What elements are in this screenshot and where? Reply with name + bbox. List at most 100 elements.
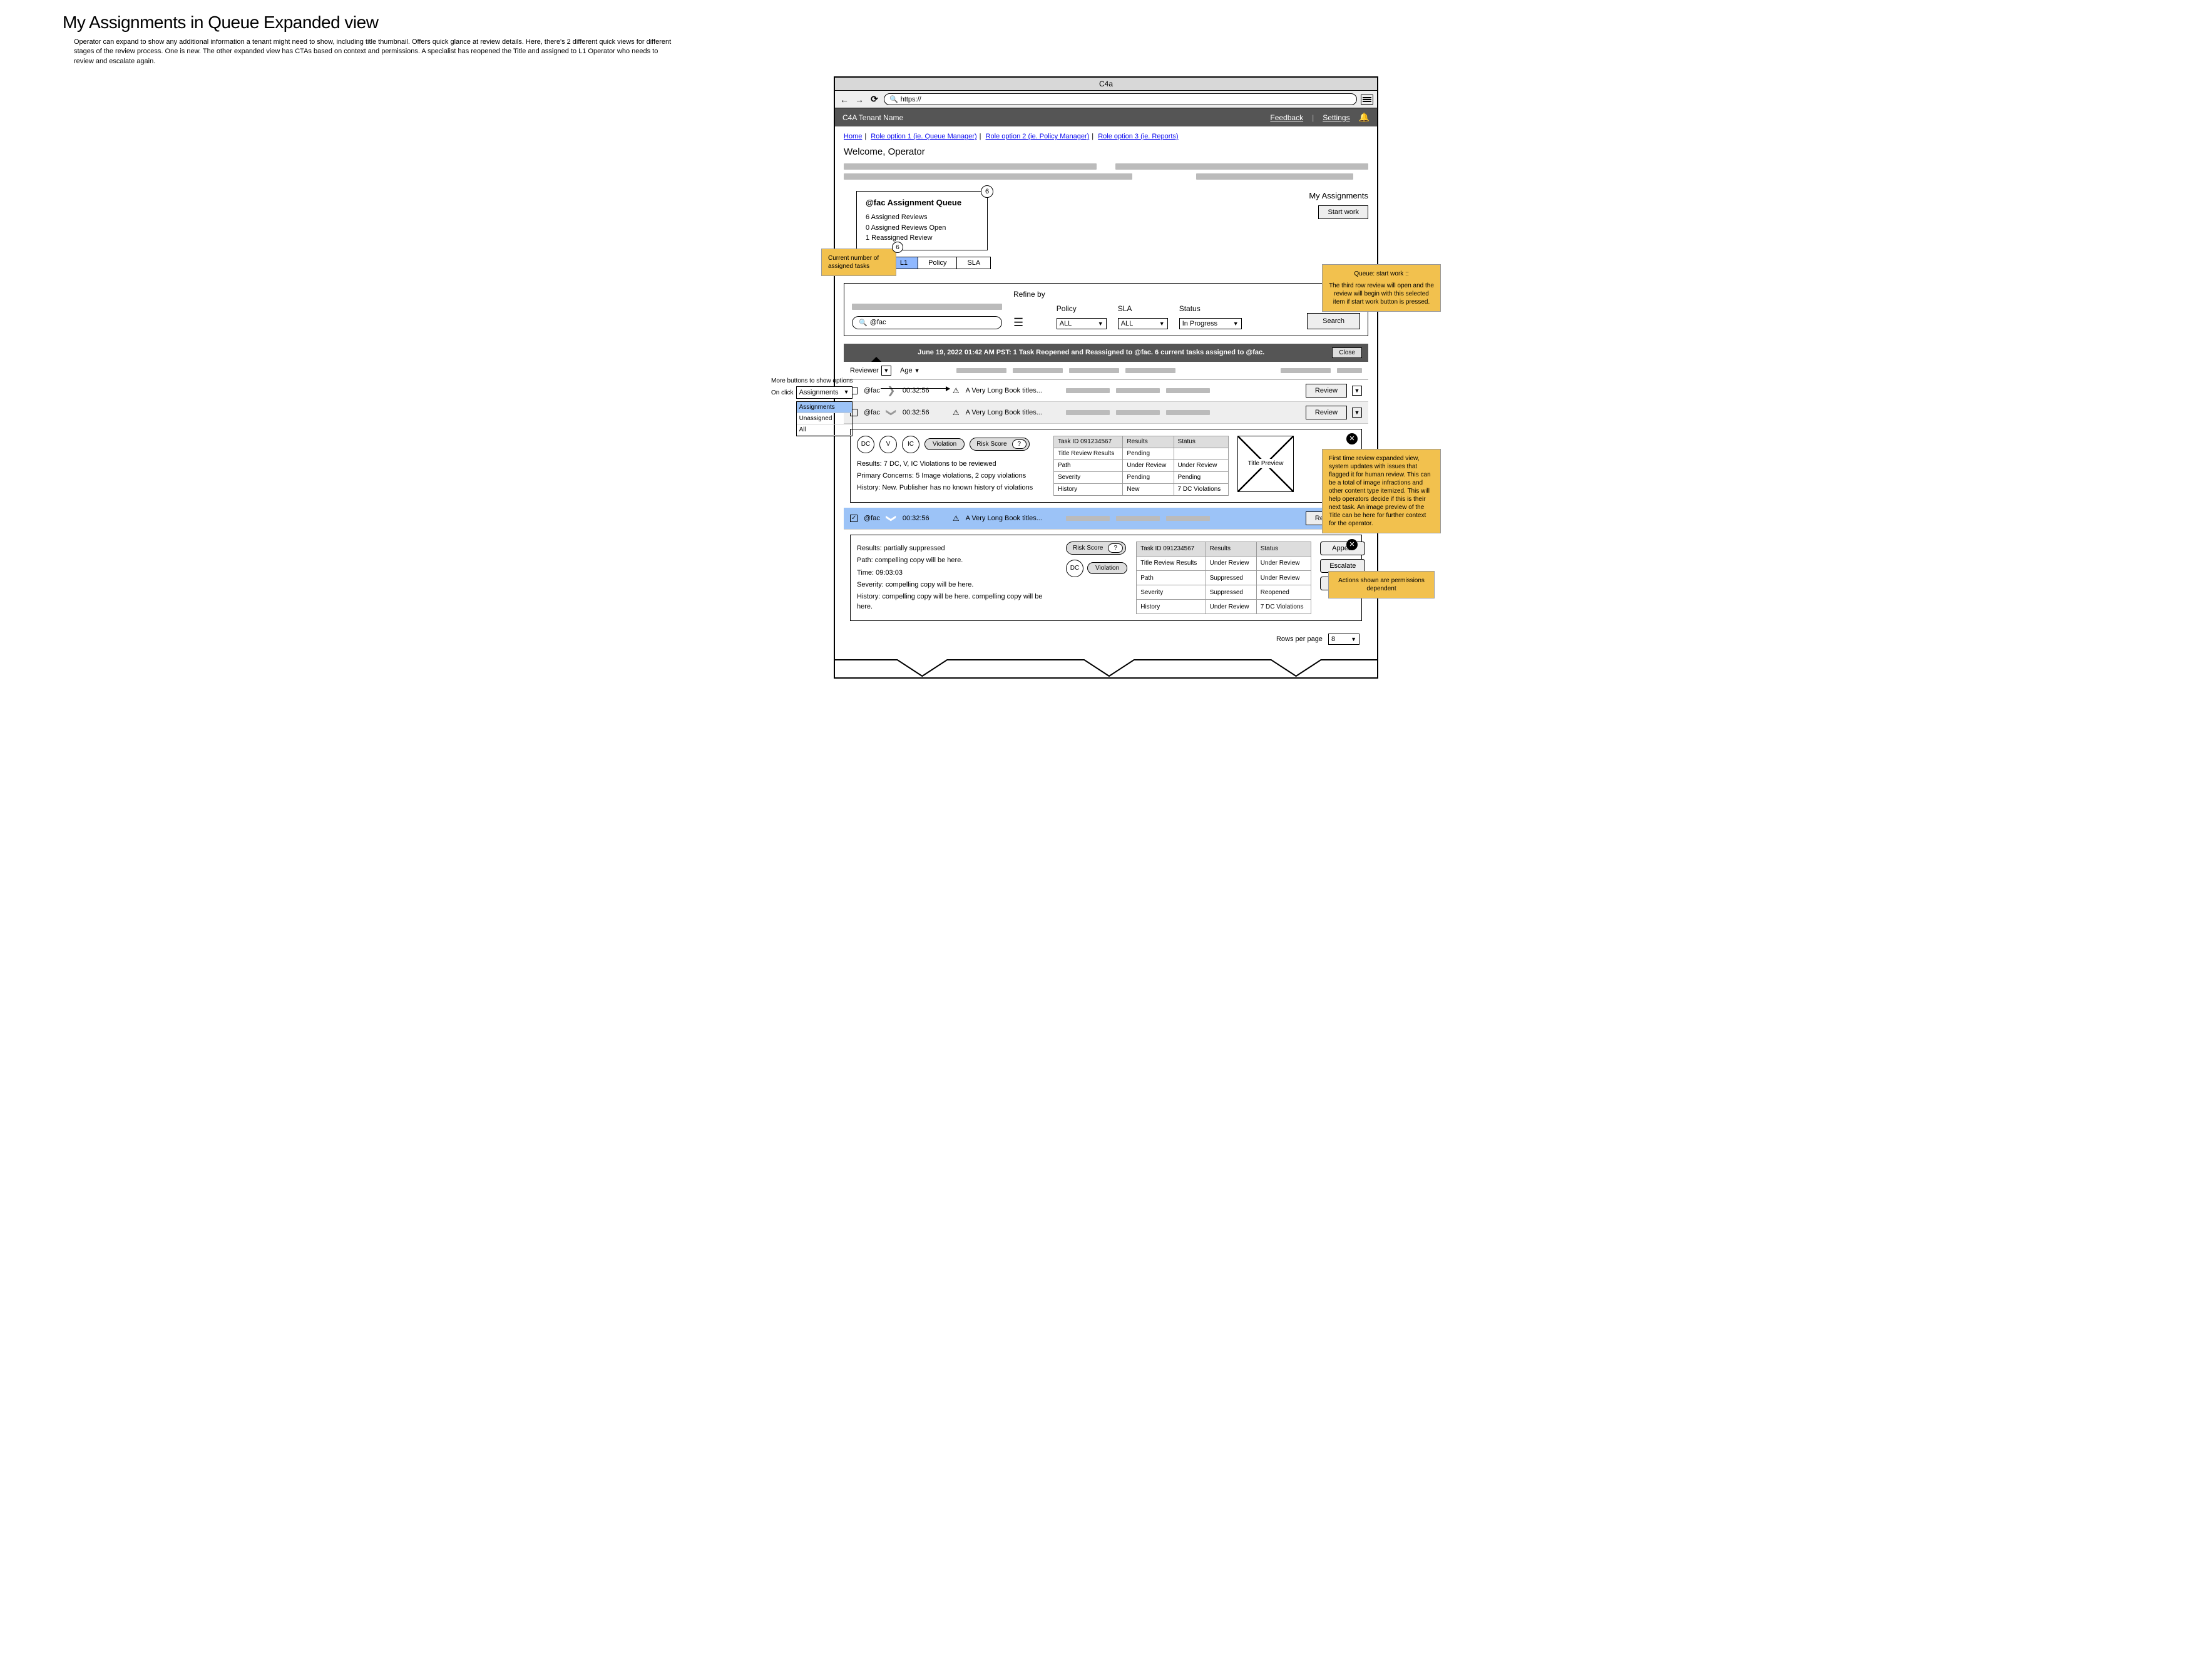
- title-cell: A Very Long Book titles...: [966, 515, 1060, 522]
- search-input[interactable]: 🔍 @fac: [852, 316, 1002, 329]
- title-preview: Title Preview: [1237, 436, 1294, 492]
- status-dropdown[interactable]: In Progress▼: [1179, 318, 1242, 329]
- expand-panel-2: ✕ Results: partially suppressed Path: co…: [850, 535, 1362, 621]
- severity-text: Severity: compelling copy will be here.: [857, 580, 1057, 590]
- queue-line2: 0 Assigned Reviews Open: [866, 223, 978, 234]
- refine-by-label: Refine by: [1013, 290, 1045, 299]
- breadcrumb-role1[interactable]: Role option 1 (ie. Queue Manager): [871, 133, 976, 140]
- arrow-line: [881, 388, 950, 389]
- rows-per-page-dropdown[interactable]: 8▼: [1328, 634, 1359, 645]
- url-text: https://: [901, 96, 921, 103]
- search-panel: 🔍 @fac Refine by ☰ Policy ALL▼ SLA ALL▼ …: [844, 283, 1368, 336]
- title-cell: A Very Long Book titles...: [966, 409, 1060, 416]
- start-work-button[interactable]: Start work: [1318, 205, 1368, 219]
- row-checkbox[interactable]: [850, 515, 858, 522]
- status-bar: June 19, 2022 01:42 AM PST: 1 Task Reope…: [844, 344, 1368, 362]
- risk-score-pill: Risk Score?: [970, 438, 1030, 451]
- history-text: History: New. Publisher has no known his…: [857, 483, 1045, 493]
- sla-label: SLA: [1118, 304, 1168, 313]
- review-button[interactable]: Review: [1306, 384, 1347, 398]
- tab-policy[interactable]: Policy: [918, 257, 957, 269]
- options-list[interactable]: Assignments Unassigned All: [796, 401, 853, 436]
- close-icon[interactable]: ✕: [1346, 433, 1358, 444]
- queue-card-title: @fac Assignment Queue: [866, 198, 978, 207]
- appeal-button[interactable]: Appeal: [1320, 542, 1365, 555]
- rows-per-page-label: Rows per page: [1276, 635, 1323, 643]
- close-icon[interactable]: ✕: [1346, 539, 1358, 550]
- column-headers: Reviewer ▼ Age ▼: [844, 362, 1368, 380]
- forward-button[interactable]: →: [854, 94, 865, 105]
- queue-line1: 6 Assigned Reviews: [866, 212, 978, 223]
- detail-table: Task ID 091234567ResultsStatus Title Rev…: [1053, 436, 1229, 496]
- status-text: June 19, 2022 01:42 AM PST: 1 Task Reope…: [850, 349, 1332, 356]
- expand-panel-1: ✕ DC V IC Violation Risk Score? Results:…: [850, 429, 1362, 503]
- chevron-down-icon[interactable]: ❯: [885, 513, 898, 523]
- feedback-link[interactable]: Feedback: [1270, 113, 1303, 122]
- age-cell: 00:32:56: [903, 515, 946, 522]
- hamburger-menu-icon[interactable]: [1361, 95, 1373, 105]
- assignments-dropdown[interactable]: Assignments▼: [796, 386, 853, 399]
- queue-line3: 1 Reassigned Review: [866, 233, 978, 244]
- queue-card: 6 @fac Assignment Queue 6 Assigned Revie…: [856, 191, 988, 250]
- policy-label: Policy: [1057, 304, 1107, 313]
- sort-icon[interactable]: ▼: [881, 366, 891, 376]
- col-age[interactable]: Age: [900, 367, 913, 374]
- search-button[interactable]: Search: [1307, 313, 1360, 329]
- browser-titlebar: C4a: [835, 78, 1377, 91]
- page-title: My Assignments in Queue Expanded view: [63, 13, 2149, 33]
- task-row[interactable]: @fac ❯ 00:32:56 ⚠ A Very Long Book title…: [844, 380, 1368, 402]
- annotation-assigned-tasks: 6 Current number of assigned tasks: [821, 249, 896, 276]
- violation-pill: Violation: [1087, 562, 1127, 574]
- review-button[interactable]: Review: [1306, 406, 1347, 419]
- settings-link[interactable]: Settings: [1323, 113, 1349, 122]
- col-reviewer[interactable]: Reviewer: [850, 367, 879, 374]
- sliders-icon[interactable]: ☰: [1013, 316, 1045, 329]
- results-text: Results: partially suppressed: [857, 544, 1057, 553]
- row-menu-icon[interactable]: ▼: [1352, 408, 1362, 418]
- browser-window: C4a ← → ⟳ 🔍 https:// C4A Tenant Name Fee…: [834, 76, 1378, 679]
- chevron-right-icon[interactable]: ❯: [886, 384, 896, 397]
- task-row-selected[interactable]: @fac ❯ 00:32:56 ⚠ A Very Long Book title…: [844, 508, 1368, 530]
- rows-per-page: Rows per page 8▼: [844, 626, 1368, 652]
- row-menu-icon[interactable]: ▼: [1352, 386, 1362, 396]
- risk-score-pill: Risk Score?: [1066, 542, 1126, 555]
- reload-button[interactable]: ⟳: [869, 94, 880, 105]
- search-icon: 🔍: [889, 95, 898, 103]
- v-tag: V: [879, 436, 897, 453]
- results-text: Results: 7 DC, V, IC Violations to be re…: [857, 460, 1045, 469]
- breadcrumb-home[interactable]: Home: [844, 133, 862, 140]
- dc-tag: DC: [1066, 560, 1083, 577]
- url-bar[interactable]: 🔍 https://: [884, 93, 1357, 105]
- annotation-first-review: First time review expanded view, system …: [1322, 449, 1441, 533]
- ic-tag: IC: [902, 436, 919, 453]
- policy-dropdown[interactable]: ALL▼: [1057, 318, 1107, 329]
- primary-text: Primary Concerns: 5 Image violations, 2 …: [857, 471, 1045, 481]
- reviewer-cell: @fac: [864, 515, 880, 522]
- age-cell: 00:32:56: [903, 409, 946, 416]
- annotation-start-work: Queue: start work :: The third row revie…: [1322, 264, 1441, 312]
- tenant-bar: C4A Tenant Name Feedback | Settings 🔔: [835, 108, 1377, 126]
- status-close-button[interactable]: Close: [1332, 347, 1362, 358]
- back-button[interactable]: ←: [839, 94, 850, 105]
- chevron-down-icon[interactable]: ❯: [885, 408, 898, 418]
- search-value: @fac: [870, 319, 886, 326]
- dc-tag: DC: [857, 436, 874, 453]
- breadcrumb-role2[interactable]: Role option 2 (ie. Policy Manager): [986, 133, 1090, 140]
- warning-icon: ⚠: [953, 386, 960, 395]
- detail-table: Task ID 091234567ResultsStatus Title Rev…: [1136, 542, 1311, 614]
- status-label: Status: [1179, 304, 1242, 313]
- task-row[interactable]: @fac ❯ 00:32:56 ⚠ A Very Long Book title…: [844, 402, 1368, 424]
- queue-badge: 6: [981, 185, 993, 198]
- tab-sla[interactable]: SLA: [956, 257, 991, 269]
- browser-toolbar: ← → ⟳ 🔍 https://: [835, 91, 1377, 108]
- violation-pill: Violation: [924, 438, 965, 450]
- torn-edge: [835, 659, 1377, 677]
- my-assignments-label: My Assignments: [1309, 191, 1368, 200]
- bell-icon[interactable]: 🔔: [1359, 112, 1370, 123]
- search-icon: 🔍: [859, 319, 868, 327]
- warning-icon: ⚠: [953, 408, 960, 417]
- sla-dropdown[interactable]: ALL▼: [1118, 318, 1168, 329]
- breadcrumb-role3[interactable]: Role option 3 (ie. Reports): [1098, 133, 1178, 140]
- history-text: History: compelling copy will be here. c…: [857, 592, 1057, 612]
- breadcrumb: Home| Role option 1 (ie. Queue Manager)|…: [844, 133, 1368, 140]
